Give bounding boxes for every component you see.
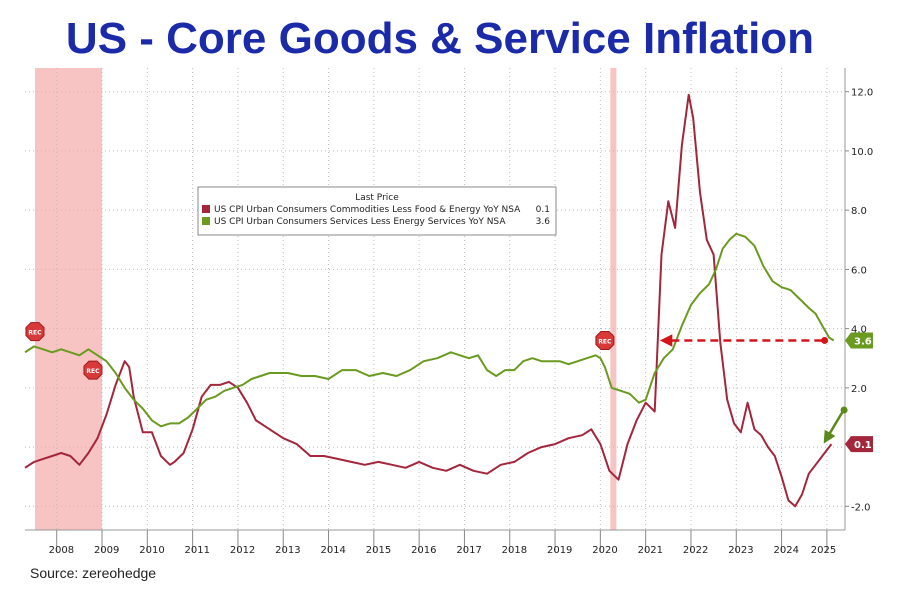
x-tick-label: 2016 [411,545,436,556]
grid-lines [25,68,845,530]
green-arrow [823,410,844,444]
y-axis: -2.0 2.0 4.0 6.0 8.0 10.0 12.0 [845,88,873,513]
x-tick-label: 2017 [456,545,481,556]
y-tick-label: 2.0 [851,384,867,395]
recession-shading [35,68,617,530]
value-tag-shape [845,332,873,349]
legend-entry-name: US CPI Urban Consumers Services Less Ene… [214,217,506,227]
legend: Last Price US CPI Urban Consumers Commodi… [197,186,557,236]
x-tick-label: 2011 [185,545,210,556]
x-tick-label: 2018 [502,545,527,556]
services-last-value-tag: 3.6 [845,332,873,349]
y-tick-label: 8.0 [851,206,867,217]
chart-title: US - Core Goods & Service Inflation [65,14,815,63]
legend-entry-value: 0.1 [536,205,550,215]
x-tick-label: 2013 [275,545,300,556]
y-tick-label: 6.0 [851,265,867,276]
series-lines [24,93,835,508]
x-tick-label: 2015 [366,545,391,556]
y-tick-label: 10.0 [851,147,873,158]
x-tick-label: 2008 [49,545,74,556]
y-tick-label: 12.0 [851,88,873,99]
red-arrow-dot [821,336,829,344]
rec-marker-shape [83,360,103,380]
x-tick-label: 2019 [547,545,572,556]
x-tick-label: 2021 [638,545,663,556]
value-tag-label: 3.6 [854,336,872,347]
x-tick-label: 2023 [728,545,753,556]
green-arrow-dot [840,406,848,414]
goods-inflation-line [24,93,833,508]
recession-band-1 [610,68,617,530]
recession-band-0 [35,68,103,530]
x-tick-label: 2014 [320,545,345,556]
x-tick-label: 2010 [139,545,164,556]
x-tick-label: 2025 [811,545,836,556]
legend-swatch [202,205,210,213]
rec-marker: REC [595,330,615,350]
source-note: Source: zereohedge [30,565,157,581]
x-tick-label: 2009 [94,545,119,556]
x-tick-label: 2022 [683,545,708,556]
x-tick-label: 2020 [592,545,617,556]
value-tag-shape [845,436,873,453]
rec-marker-shape [25,322,45,342]
legend-box [197,186,557,236]
y-tick-label: -2.0 [851,502,871,513]
rec-marker-label: REC [28,330,42,337]
x-tick-label: 2012 [230,545,255,556]
rec-marker: REC [83,360,103,380]
rec-marker-label: REC [598,338,612,345]
legend-swatch [202,217,210,225]
goods-last-value-tag: 0.1 [845,436,873,453]
x-axis: 2008 2009 2010 2011 2012 2013 2014 2015 2016 2017… [49,530,836,556]
plot-frame [25,68,846,531]
rec-marker: REC [25,322,45,342]
rec-marker-shape [595,330,615,350]
annotations: 0.1 3.6 REC REC REC [25,322,873,453]
legend-title: Last Price [355,193,399,203]
rec-marker-label: REC [86,368,100,375]
x-tick-label: 2024 [773,545,798,556]
y-tick-label: 4.0 [851,325,867,336]
value-tag-label: 0.1 [854,440,872,451]
legend-entry-name: US CPI Urban Consumers Commodities Less … [214,205,521,215]
services-inflation-line [24,232,835,428]
legend-entry-value: 3.6 [536,217,551,227]
